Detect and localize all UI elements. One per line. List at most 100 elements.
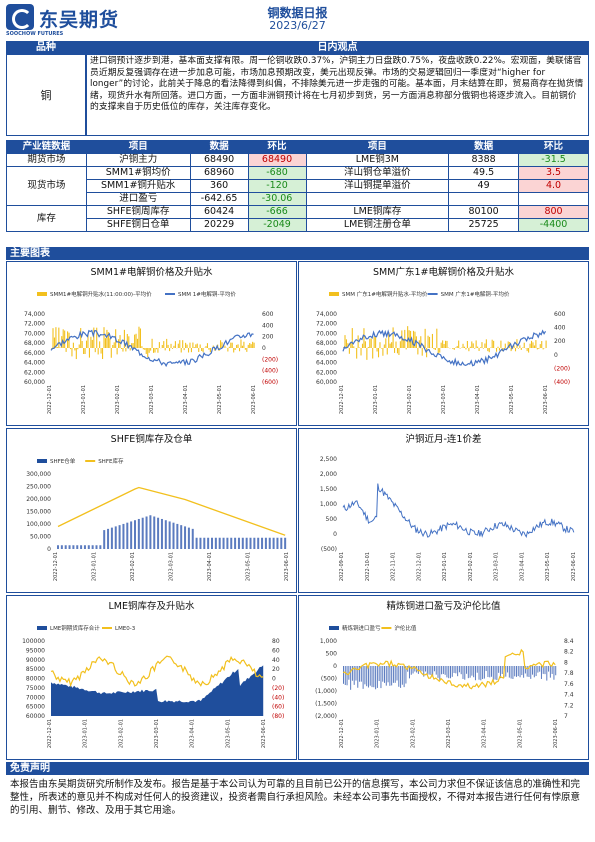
x-tick-label: 2023-05-01 <box>545 552 551 581</box>
item-change-2 <box>518 192 589 206</box>
premium-bar <box>102 348 104 360</box>
premium-bar <box>58 327 60 348</box>
premium-bar <box>388 332 390 348</box>
y-tick-label: 60,000 <box>24 379 45 386</box>
profit-bar <box>405 666 407 684</box>
profit-bar <box>482 666 484 680</box>
premium-bar <box>62 329 64 348</box>
premium-bar <box>71 348 73 357</box>
warrant-bar <box>230 537 233 549</box>
y2-tick-label: 600 <box>262 311 274 318</box>
legend-swatch <box>329 292 339 296</box>
profit-bar <box>464 666 466 680</box>
item-value: 20229 <box>189 218 249 232</box>
profit-bar <box>483 666 485 679</box>
warrant-bar <box>134 520 136 549</box>
profit-bar <box>412 666 414 674</box>
y-tick-label: (500) <box>321 676 337 683</box>
profit-bar <box>362 666 364 689</box>
premium-bar <box>182 340 184 348</box>
item-change-2: 3.5 <box>518 166 589 180</box>
premium-bar <box>209 348 211 353</box>
premium-bar <box>379 342 381 348</box>
profit-bar <box>421 666 423 672</box>
premium-bar <box>504 343 506 348</box>
profit-bar <box>414 666 416 672</box>
item-name: SHFE铜周库存 <box>85 205 191 219</box>
premium-bar <box>196 343 198 348</box>
chart-import-profit: 精炼铜进口盈亏及沪伦比值 精炼铜进口盈亏 沪伦比值 1,000 500 0 (500) (1… <box>298 595 589 760</box>
premium-bar <box>369 338 371 348</box>
x-tick-label: 2023-01-01 <box>81 385 87 414</box>
col-view-header: 日内观点 <box>317 42 358 53</box>
premium-bar <box>391 342 393 348</box>
premium-bar <box>436 328 438 348</box>
premium-bar <box>427 335 429 348</box>
item-name: 进口盈亏 <box>85 192 191 206</box>
x-tick-label: 2023-04-01 <box>183 385 189 414</box>
profit-bar <box>455 666 457 674</box>
premium-bar <box>75 348 77 360</box>
profit-bar <box>346 666 348 686</box>
warrant-bar <box>276 537 279 549</box>
warrant-bar <box>222 537 225 549</box>
x-tick-label: 2023-04-01 <box>190 719 196 748</box>
premium-bar <box>78 344 80 348</box>
premium-bar <box>347 343 349 348</box>
premium-bar <box>514 348 517 352</box>
premium-bar <box>151 338 153 348</box>
y-tick-label: 300,000 <box>26 471 51 478</box>
warrant-bar <box>199 537 202 549</box>
premium-bar <box>110 348 112 358</box>
premium-bar <box>350 341 352 348</box>
y-tick-label: 100,000 <box>26 521 51 528</box>
premium-bar <box>375 336 377 348</box>
profit-bar <box>532 666 534 675</box>
premium-bar <box>125 348 127 352</box>
y2-tick-label: 20 <box>272 666 280 673</box>
warrant-bar <box>126 522 129 549</box>
premium-bar <box>81 340 83 348</box>
charts-section-bar: 主要图表 <box>6 247 589 260</box>
item-value: 68490 <box>189 153 249 167</box>
y2-tick-label: 8 <box>564 659 568 666</box>
item-value-2 <box>448 192 520 206</box>
item-name-2: LME铜注册仓单 <box>305 218 450 232</box>
item-value-2: 8388 <box>448 153 520 167</box>
warrant-bar <box>153 516 156 549</box>
x-tick-label: 2023-01-01 <box>83 719 89 748</box>
y-tick-label: 1,000 <box>320 638 337 645</box>
profit-bar <box>537 666 539 673</box>
premium-bar <box>396 348 399 354</box>
warrant-bar <box>87 545 90 549</box>
y-tick-label: 72,000 <box>24 321 45 328</box>
profit-bar <box>510 666 512 679</box>
chart-shfe-spread: 沪铜近月-连1价差 2,500 2,000 1,500 1,000 500 0 (500) 2… <box>298 428 589 593</box>
chart-smm-guangdong-copper: SMM广东1#电解铜价格及升贴水 SMM 广东1#电解铜升贴水-平均价 SMM 广… <box>298 261 589 426</box>
x-tick-label: 2023-03-01 <box>441 385 447 414</box>
y-tick-label: 90000 <box>26 657 45 664</box>
y-tick-label: 70,000 <box>316 330 337 337</box>
premium-bar <box>539 344 541 348</box>
inventory-line <box>57 486 286 536</box>
y-tick-label: (2,000) <box>315 713 337 720</box>
premium-bar <box>542 348 544 350</box>
premium-bar <box>65 348 67 352</box>
premium-bar <box>205 346 207 348</box>
profit-bar <box>433 666 435 672</box>
warrant-bar <box>191 528 194 549</box>
profit-bar <box>551 666 553 674</box>
item-change-2: -31.5 <box>518 153 589 167</box>
profit-bar <box>462 666 464 679</box>
premium-bar <box>90 336 92 348</box>
th-value-2: 数据 <box>448 140 520 154</box>
y2-tick-label: 0 <box>554 352 558 359</box>
premium-bar <box>424 328 426 348</box>
report-header: 东吴期货 SOOCHOW FUTURES 铜数据日报 2023/6/27 <box>0 0 595 38</box>
premium-bar <box>533 345 535 348</box>
warrant-bar <box>195 537 198 549</box>
premium-bar <box>56 347 58 348</box>
profit-bar <box>466 666 468 674</box>
warrant-bar <box>268 537 271 549</box>
premium-bar <box>417 348 419 355</box>
